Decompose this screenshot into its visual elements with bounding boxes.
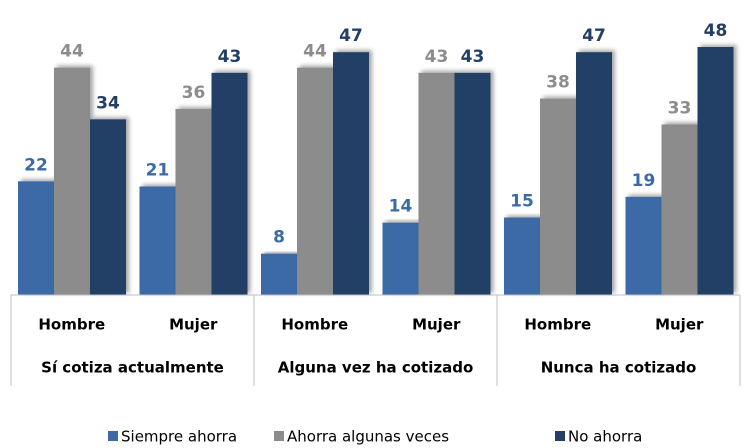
value-label: 34 [96, 93, 120, 113]
value-label: 47 [339, 26, 363, 46]
bar [504, 217, 540, 295]
value-label: 14 [389, 197, 413, 217]
value-label: 38 [546, 73, 570, 93]
legend-marker [108, 431, 118, 441]
bar [261, 253, 297, 295]
value-label: 21 [146, 161, 170, 181]
value-label: 43 [461, 47, 485, 67]
value-label: 48 [704, 21, 728, 41]
bar [382, 222, 419, 295]
legend-label: Ahorra algunas veces [287, 428, 449, 446]
bar [697, 47, 734, 295]
value-label: 47 [582, 26, 606, 46]
bar [661, 124, 698, 295]
legend-marker [274, 431, 284, 441]
bar [211, 72, 248, 295]
value-label: 8 [273, 228, 285, 248]
legend-label: No ahorra [568, 428, 642, 446]
value-label: 44 [303, 42, 327, 62]
group-label: Alguna vez ha cotizado [278, 359, 474, 377]
bar [333, 52, 369, 295]
bar [18, 181, 54, 295]
bar [297, 67, 333, 296]
legend-marker [555, 431, 565, 441]
x-tick-label: Mujer [412, 316, 461, 334]
x-tick-label: Mujer [169, 316, 218, 334]
legend-label: Siempre ahorra [121, 428, 237, 446]
value-label: 22 [24, 155, 48, 175]
x-tick-label: Mujer [655, 316, 704, 334]
value-label: 15 [510, 192, 534, 212]
bar [454, 72, 491, 295]
group-label: Sí cotiza actualmente [41, 359, 224, 377]
group-label: Nunca ha cotizado [541, 359, 697, 377]
bar [576, 52, 612, 295]
x-tick-label: Hombre [38, 316, 105, 334]
value-label: 44 [60, 42, 84, 62]
value-label: 33 [668, 99, 692, 119]
bar [540, 98, 576, 296]
bar [90, 119, 126, 295]
bar [418, 72, 455, 295]
x-tick-label: Hombre [524, 316, 591, 334]
bar [54, 67, 90, 296]
x-tick-label: Hombre [281, 316, 348, 334]
value-label: 43 [218, 47, 242, 67]
bar [139, 186, 176, 295]
bar [175, 109, 212, 295]
value-label: 19 [632, 171, 656, 191]
bar [625, 196, 662, 295]
value-label: 43 [425, 47, 449, 67]
value-label: 36 [182, 83, 206, 103]
